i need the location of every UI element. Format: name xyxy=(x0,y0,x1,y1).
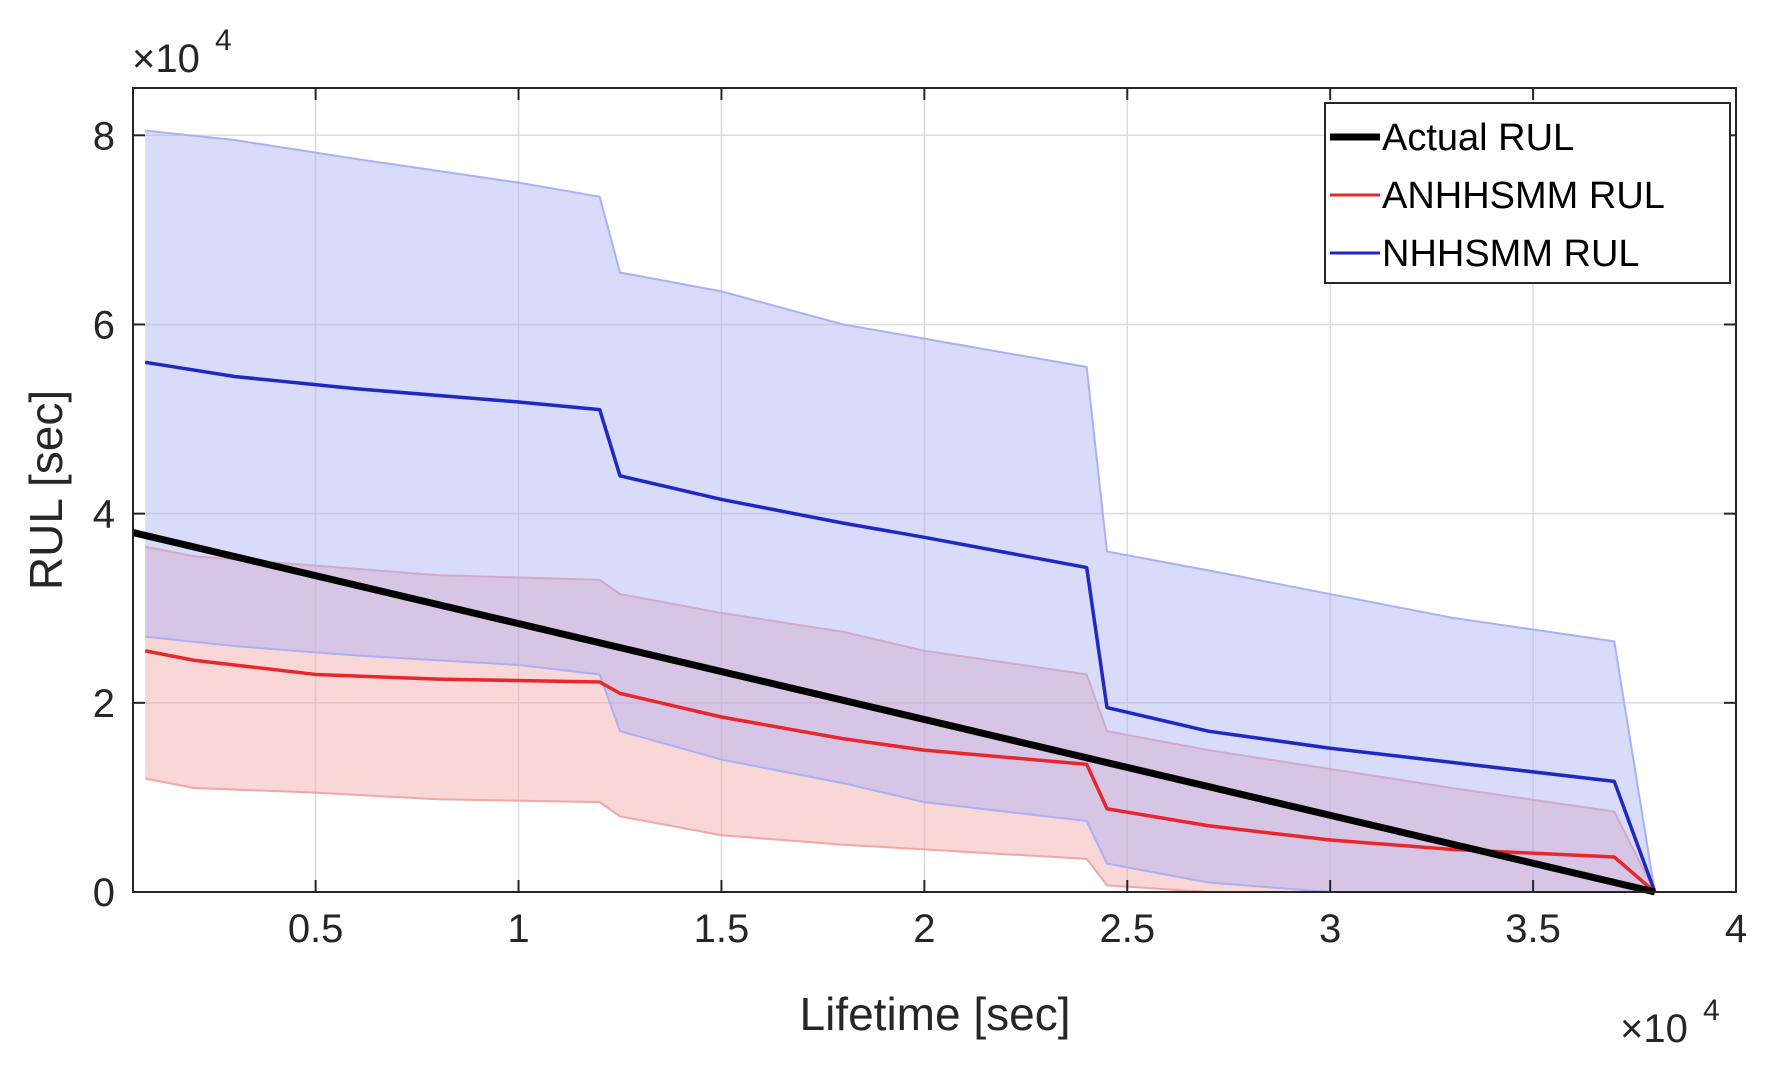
x-tick-label-6: 3.5 xyxy=(1505,907,1561,951)
y-tick-label-2: 4 xyxy=(93,493,115,537)
plot-frame xyxy=(132,87,1737,893)
series-line-nhhsmm-rul xyxy=(144,360,1657,893)
x-tick-label-1: 1 xyxy=(507,907,529,951)
x-multiplier-base: ×10 xyxy=(1620,1007,1688,1051)
band-upper-edge-nhhsmm-interval xyxy=(145,129,1656,893)
y-multiplier-base: ×10 xyxy=(132,37,200,81)
x-multiplier: ×10 4 xyxy=(1620,994,1720,1051)
x-multiplier-exponent: 4 xyxy=(1703,994,1720,1027)
y-multiplier-exponent: 4 xyxy=(215,24,232,57)
series-line-actual-rul xyxy=(132,529,1656,896)
x-tick-label-0: 0.5 xyxy=(288,907,344,951)
y-tick-label-1: 2 xyxy=(93,682,115,726)
x-tick-label-3: 2 xyxy=(913,907,935,951)
x-axis-ticks: 0.5 1 1.5 2 2.5 3 3.5 4 xyxy=(288,88,1747,951)
series-line-anhhsmm-rul xyxy=(144,649,1656,894)
x-axis-label: Lifetime [sec] xyxy=(800,988,1071,1040)
legend-label-actual-rul: Actual RUL xyxy=(1382,117,1574,159)
legend-label-anhhsmm-rul: ANHHSMM RUL xyxy=(1382,175,1665,217)
y-multiplier: ×10 4 xyxy=(132,24,232,81)
y-axis-ticks: 0 2 4 6 8 xyxy=(93,114,1736,915)
y-tick-label-0: 0 xyxy=(93,871,115,915)
series-lines xyxy=(132,360,1657,896)
y-axis-label: RUL [sec] xyxy=(20,390,72,590)
band-nhhsmm-interval xyxy=(145,130,1655,893)
legend-label-nhhsmm-rul: NHHSMM RUL xyxy=(1382,233,1640,275)
x-tick-label-5: 3 xyxy=(1319,907,1341,951)
legend-box xyxy=(1324,102,1731,284)
x-tick-label-2: 1.5 xyxy=(694,907,750,951)
band-upper-edge-anhhsmm-interval xyxy=(144,545,1656,893)
y-tick-label-4: 8 xyxy=(93,114,115,158)
legend: Actual RUL ANHHSMM RUL NHHSMM RUL xyxy=(1324,102,1731,284)
x-tick-label-7: 4 xyxy=(1725,907,1747,951)
y-tick-label-3: 6 xyxy=(93,303,115,347)
x-tick-label-4: 2.5 xyxy=(1099,907,1155,951)
